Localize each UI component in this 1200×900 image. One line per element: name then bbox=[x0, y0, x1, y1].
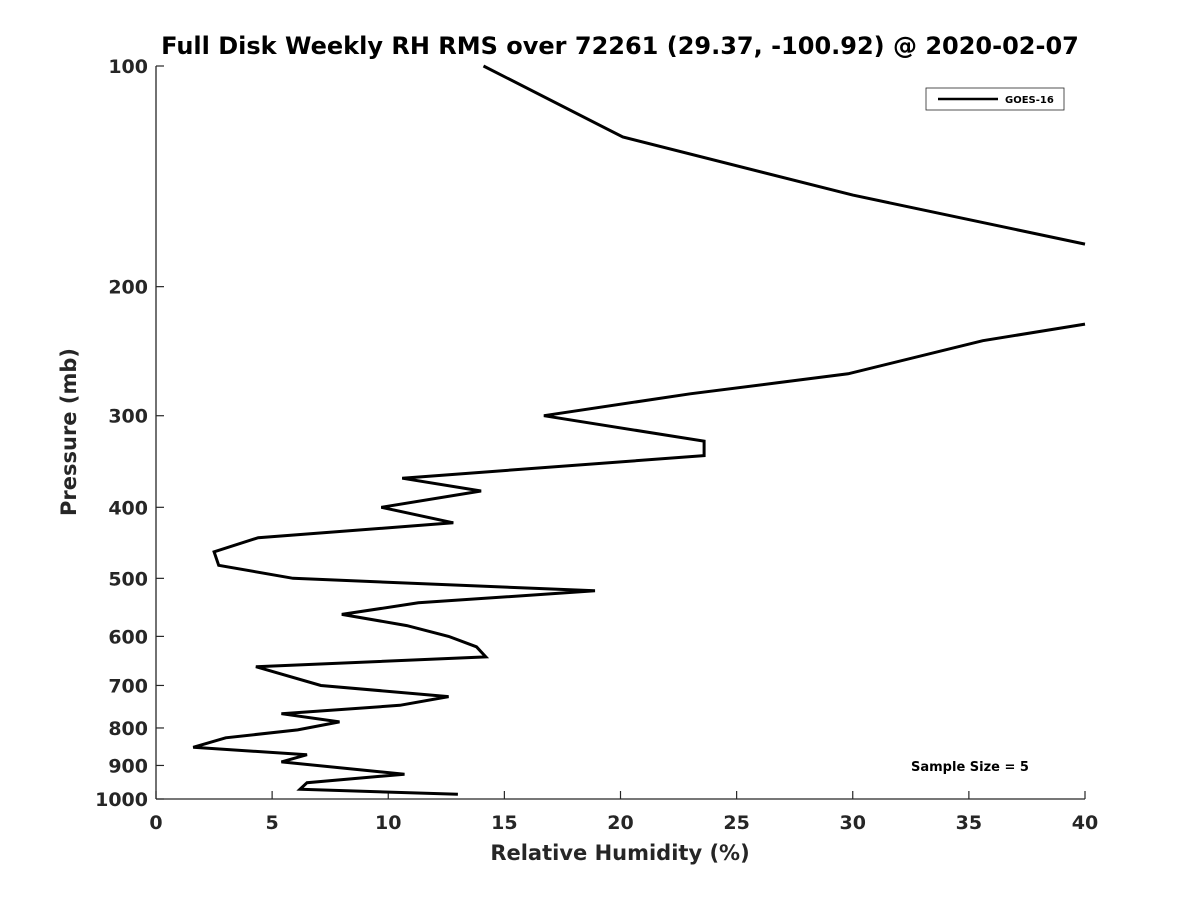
x-axis-label: Relative Humidity (%) bbox=[490, 841, 749, 865]
x-tick-label: 30 bbox=[840, 812, 866, 834]
y-tick-label: 200 bbox=[108, 277, 148, 299]
chart-title: Full Disk Weekly RH RMS over 72261 (29.3… bbox=[161, 32, 1079, 60]
x-tick-label: 0 bbox=[149, 812, 162, 834]
x-tick-label: 5 bbox=[266, 812, 279, 834]
x-tick-label: 10 bbox=[375, 812, 401, 834]
y-tick-label: 900 bbox=[108, 755, 148, 777]
y-tick-label: 700 bbox=[108, 675, 148, 697]
x-tick-label: 20 bbox=[607, 812, 633, 834]
x-tick-label: 35 bbox=[956, 812, 982, 834]
y-tick-label: 300 bbox=[108, 406, 148, 428]
series-line-goes-16 bbox=[482, 64, 1086, 246]
x-tick-label: 25 bbox=[723, 812, 749, 834]
x-tick-label: 40 bbox=[1072, 812, 1098, 834]
y-ticks: 100 200 300 400 500 600 700 800 900 1000 bbox=[95, 56, 164, 811]
series-line-goes-16 bbox=[192, 322, 1086, 796]
y-tick-label: 100 bbox=[108, 56, 148, 78]
y-tick-label: 600 bbox=[108, 626, 148, 648]
y-tick-label: 500 bbox=[108, 568, 148, 590]
sample-size-annotation: Sample Size = 5 bbox=[911, 760, 1029, 775]
y-tick-label: 1000 bbox=[95, 789, 148, 811]
y-tick-label: 800 bbox=[108, 718, 148, 740]
legend: GOES-16 bbox=[925, 87, 1065, 111]
series-layer bbox=[192, 64, 1086, 796]
y-axis-label: Pressure (mb) bbox=[57, 348, 81, 516]
legend-label-goes-16: GOES-16 bbox=[1005, 95, 1054, 106]
y-tick-label: 400 bbox=[108, 497, 148, 519]
plot-area bbox=[155, 66, 1085, 800]
x-tick-label: 15 bbox=[491, 812, 517, 834]
x-ticks: 0 5 10 15 20 25 30 35 40 bbox=[149, 791, 1098, 834]
